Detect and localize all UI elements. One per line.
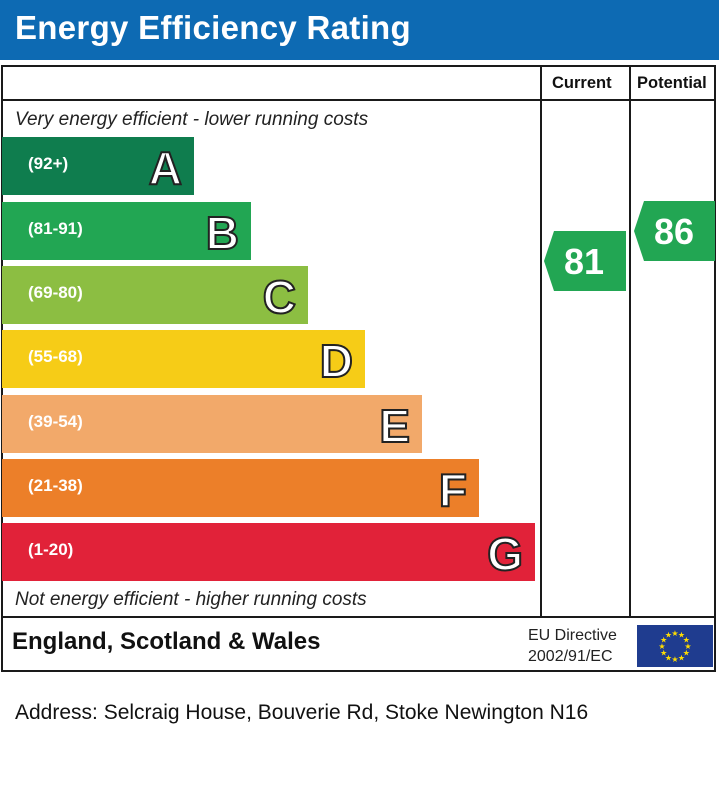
band-letter-label: D — [319, 334, 354, 388]
region-label: England, Scotland & Wales — [12, 628, 321, 655]
band-range-label: (92+) — [28, 154, 69, 173]
potential-rating-value: 86 — [654, 211, 694, 252]
eu-star-icon: ★ — [658, 642, 665, 651]
band-c: (69-80) C — [2, 266, 308, 324]
divider-current — [540, 65, 542, 618]
band-e: (39-54) E — [2, 395, 422, 453]
caption-top: Very energy efficient - lower running co… — [15, 109, 369, 130]
eu-star-icon: ★ — [665, 631, 672, 640]
band-range-label: (1-20) — [28, 540, 74, 559]
column-current-header: Current — [552, 74, 612, 92]
band-range-label: (21-38) — [28, 476, 83, 495]
band-f: (21-38) F — [2, 459, 479, 517]
divider-potential — [629, 65, 631, 618]
eu-star-icon: ★ — [678, 653, 685, 662]
band-d: (55-68) D — [2, 330, 365, 388]
eu-star-icon: ★ — [660, 636, 667, 645]
directive-line1: EU Directive — [528, 627, 617, 644]
band-range-label: (39-54) — [28, 412, 83, 431]
band-b: (81-91) B — [2, 202, 251, 260]
column-potential-header: Potential — [637, 74, 707, 92]
eu-star-icon: ★ — [683, 636, 690, 645]
band-range-label: (55-68) — [28, 347, 83, 366]
eu-star-icon: ★ — [684, 642, 691, 651]
chart-title: Energy Efficiency Rating — [15, 9, 411, 46]
eu-star-icon: ★ — [678, 631, 685, 640]
current-rating-value: 81 — [564, 241, 604, 282]
band-letter-label: B — [205, 206, 240, 260]
band-letter-label: E — [378, 399, 411, 453]
current-rating-arrow: 81 — [544, 231, 626, 291]
header-rule — [1, 99, 716, 101]
eu-star-icon: ★ — [671, 655, 678, 664]
band-letter-label: A — [148, 141, 183, 195]
directive-line2: 2002/91/EC — [528, 648, 613, 665]
eu-star-icon: ★ — [671, 629, 678, 638]
caption-bottom: Not energy efficient - higher running co… — [15, 589, 367, 610]
band-letter-label: F — [438, 463, 468, 517]
potential-rating-arrow: 86 — [634, 201, 715, 261]
band-letter-label: G — [486, 527, 524, 581]
band-range-label: (69-80) — [28, 283, 83, 302]
footer-rule — [1, 616, 716, 618]
eu-star-icon: ★ — [683, 649, 690, 658]
eu-star-icon: ★ — [665, 653, 672, 662]
address-line: Address: Selcraig House, Bouverie Rd, St… — [15, 701, 589, 724]
band-a: (92+) A — [2, 137, 194, 195]
title-bar: Energy Efficiency Rating — [0, 0, 719, 60]
band-g: (1-20) G — [2, 523, 535, 581]
eu-flag-icon: ★ ★ ★ ★ ★ ★ ★ ★ ★ ★ ★ ★ — [637, 625, 713, 667]
band-letter-label: C — [262, 270, 297, 324]
band-range-label: (81-91) — [28, 219, 83, 238]
eu-star-icon: ★ — [660, 649, 667, 658]
